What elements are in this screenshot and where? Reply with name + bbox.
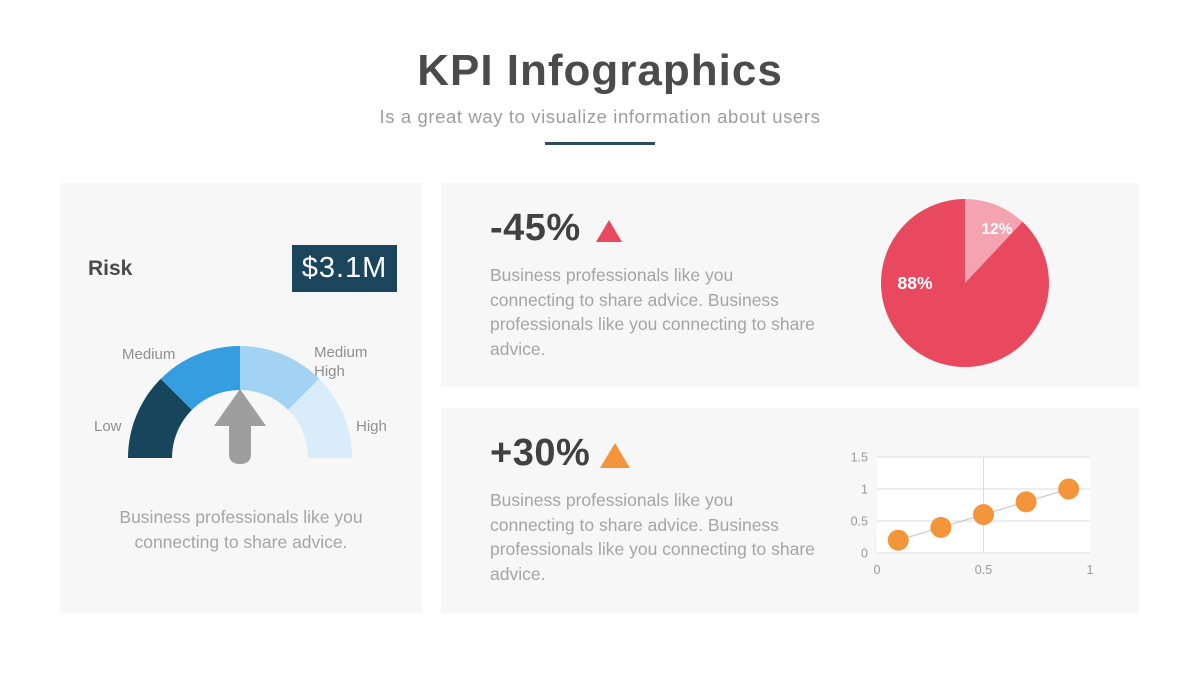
svg-text:0.5: 0.5 bbox=[851, 515, 868, 529]
triangle-up-icon bbox=[600, 443, 631, 468]
kpi-growth-panel: +30% Business professionals like you con… bbox=[441, 408, 1139, 613]
risk-label: Risk bbox=[88, 257, 133, 280]
kpi-decline-value: -45% bbox=[490, 207, 581, 249]
svg-text:1.5: 1.5 bbox=[851, 451, 868, 465]
kpi-decline-description: Business professionals like you connecti… bbox=[490, 265, 815, 360]
risk-gauge-chart bbox=[128, 346, 352, 464]
svg-text:0: 0 bbox=[874, 563, 881, 577]
risk-value-badge: $3.1M bbox=[292, 245, 397, 292]
svg-text:1: 1 bbox=[1087, 563, 1094, 577]
title-underline-divider bbox=[545, 142, 655, 145]
svg-text:0.5: 0.5 bbox=[975, 563, 992, 577]
gauge-label-low: Low bbox=[94, 418, 122, 435]
svg-text:88%: 88% bbox=[897, 273, 932, 293]
gauge-label-medium: Medium bbox=[122, 346, 176, 363]
svg-text:1: 1 bbox=[861, 483, 868, 497]
gauge-label-high: High bbox=[356, 418, 387, 435]
header: KPI Infographics Is a great way to visua… bbox=[0, 0, 1200, 145]
page-title: KPI Infographics bbox=[417, 46, 783, 95]
share-pie-chart: 88% 12% bbox=[881, 199, 1049, 367]
risk-panel: Risk $3.1M Medium Medium High Low High B… bbox=[60, 183, 422, 613]
page-subtitle: Is a great way to visualize information … bbox=[379, 106, 821, 127]
kpi-decline-panel: -45% Business professionals like you con… bbox=[441, 183, 1139, 387]
triangle-up-icon bbox=[595, 219, 622, 242]
risk-description: Business professionals like you connecti… bbox=[119, 507, 363, 552]
svg-text:12%: 12% bbox=[981, 221, 1012, 238]
gauge-label-medium-high: Medium High bbox=[314, 344, 368, 380]
growth-scatter-chart: 1.5 1 0.5 00 0.5 1 bbox=[851, 451, 1094, 578]
kpi-growth-value: +30% bbox=[490, 432, 591, 474]
svg-text:0: 0 bbox=[861, 547, 868, 561]
kpi-growth-headline: +30% bbox=[490, 432, 631, 475]
kpi-growth-description: Business professionals like you connecti… bbox=[490, 490, 815, 585]
kpi-decline-headline: -45% bbox=[490, 207, 622, 250]
